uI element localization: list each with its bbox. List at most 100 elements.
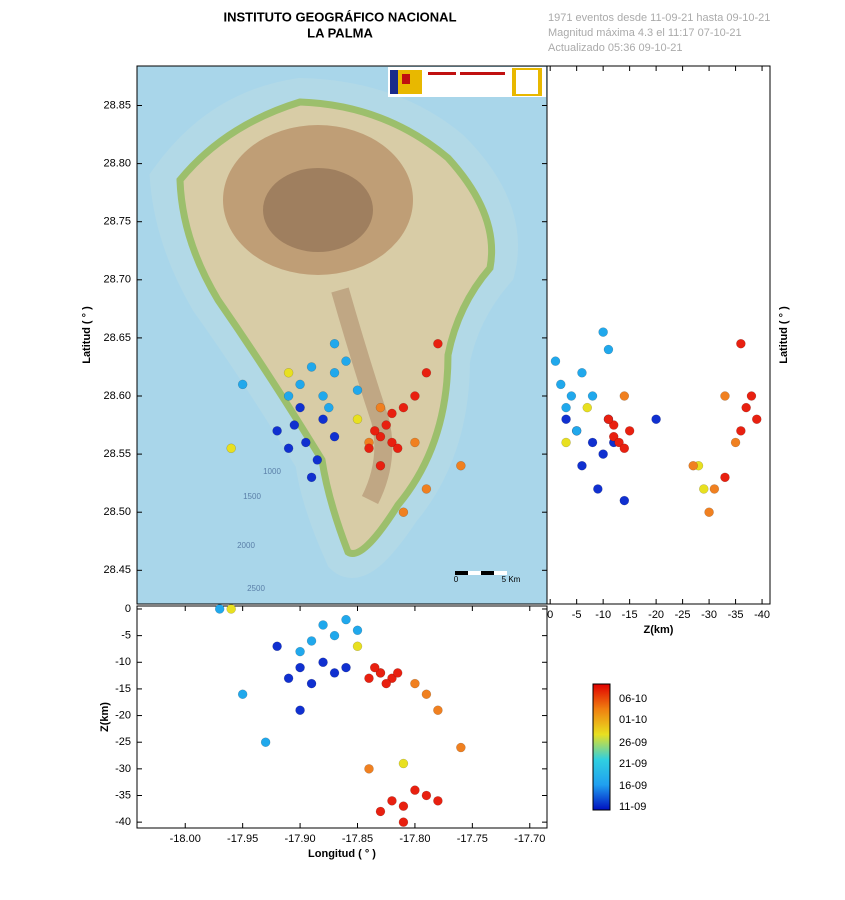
colorbar-label: 16-09 <box>619 780 647 792</box>
x-tick-label: -30 <box>701 609 717 621</box>
event <box>709 484 720 494</box>
y-tick-label: 28.75 <box>103 216 131 228</box>
x-tick-label: -5 <box>572 609 582 621</box>
event <box>410 391 420 401</box>
x-tick-label: -17.80 <box>399 833 430 845</box>
event <box>329 431 340 442</box>
y-tick-label: -40 <box>115 816 131 828</box>
event <box>369 426 380 436</box>
event <box>398 817 409 827</box>
event <box>283 443 294 454</box>
event <box>614 437 624 448</box>
event <box>608 420 619 430</box>
event <box>387 408 397 419</box>
event <box>608 431 619 442</box>
event <box>603 344 614 355</box>
event <box>306 678 317 689</box>
y-tick-label: 28.85 <box>103 99 131 111</box>
event <box>375 402 386 413</box>
event <box>341 614 351 625</box>
event <box>318 620 328 630</box>
event <box>752 414 762 424</box>
colorbar <box>592 683 611 811</box>
event <box>746 391 757 401</box>
y-tick-label: -25 <box>115 736 131 748</box>
event <box>720 391 730 401</box>
event <box>421 790 432 801</box>
y-tick-label: 28.70 <box>103 274 131 286</box>
event <box>392 668 403 678</box>
event <box>433 338 443 349</box>
x-tick-label: -17.95 <box>227 833 258 845</box>
x-tick-label: -35 <box>728 609 744 621</box>
event <box>352 625 363 636</box>
event <box>375 668 386 678</box>
event <box>318 391 328 401</box>
event <box>295 379 305 390</box>
event <box>556 379 566 390</box>
event <box>341 356 351 366</box>
event <box>364 443 374 454</box>
event <box>730 437 741 448</box>
event <box>352 641 363 652</box>
event <box>421 689 432 699</box>
event <box>410 785 420 795</box>
event <box>295 705 305 715</box>
event <box>577 460 587 471</box>
x-axis-label: Z(km) <box>644 624 674 636</box>
event <box>387 796 397 806</box>
event <box>318 414 328 424</box>
y-tick-label: -5 <box>121 630 131 642</box>
map-background <box>137 66 547 604</box>
event <box>561 402 571 413</box>
event <box>688 460 698 471</box>
event <box>237 689 248 699</box>
event <box>369 662 380 673</box>
x-tick-label: -17.70 <box>514 833 545 845</box>
event <box>561 414 571 424</box>
x-tick-label: -17.75 <box>457 833 488 845</box>
event <box>433 705 443 715</box>
event <box>398 507 409 517</box>
event <box>387 673 397 684</box>
x-tick-label: -40 <box>754 609 770 621</box>
event <box>352 414 363 424</box>
event <box>387 437 397 448</box>
y-tick-label: 28.80 <box>103 158 131 170</box>
event <box>741 402 751 413</box>
event <box>587 391 598 401</box>
event <box>364 673 374 684</box>
colorbar-label: 01-10 <box>619 714 647 726</box>
colorbar-label: 11-09 <box>619 801 646 813</box>
y-tick-label: 28.55 <box>103 448 131 460</box>
y-tick-label: 28.65 <box>103 332 131 344</box>
event <box>566 391 577 401</box>
event <box>306 472 317 483</box>
map-label: 1500 <box>243 492 261 501</box>
x-tick-label: 0 <box>547 609 553 621</box>
event <box>272 641 282 652</box>
event <box>421 484 432 494</box>
event <box>375 806 386 817</box>
map-label: 1000 <box>263 467 281 476</box>
event <box>699 484 709 494</box>
event <box>598 449 608 459</box>
lon-depth-frame <box>136 605 548 829</box>
event <box>456 460 466 471</box>
event <box>381 678 391 689</box>
event <box>214 604 225 614</box>
event <box>410 437 420 448</box>
event <box>341 662 351 673</box>
event <box>226 443 236 454</box>
map-label: 2000 <box>237 541 255 550</box>
map-label: 0 <box>454 575 459 584</box>
info-line: 1971 eventos desde 11-09-21 hasta 09-10-… <box>548 12 770 24</box>
event <box>329 630 340 641</box>
event <box>577 368 587 378</box>
event <box>619 495 630 506</box>
event <box>375 460 386 471</box>
y-tick-label: -30 <box>115 763 131 775</box>
x-tick-label: -25 <box>675 609 691 621</box>
y-axis-label: Latitud ( ° ) <box>778 306 790 364</box>
event <box>624 426 635 436</box>
